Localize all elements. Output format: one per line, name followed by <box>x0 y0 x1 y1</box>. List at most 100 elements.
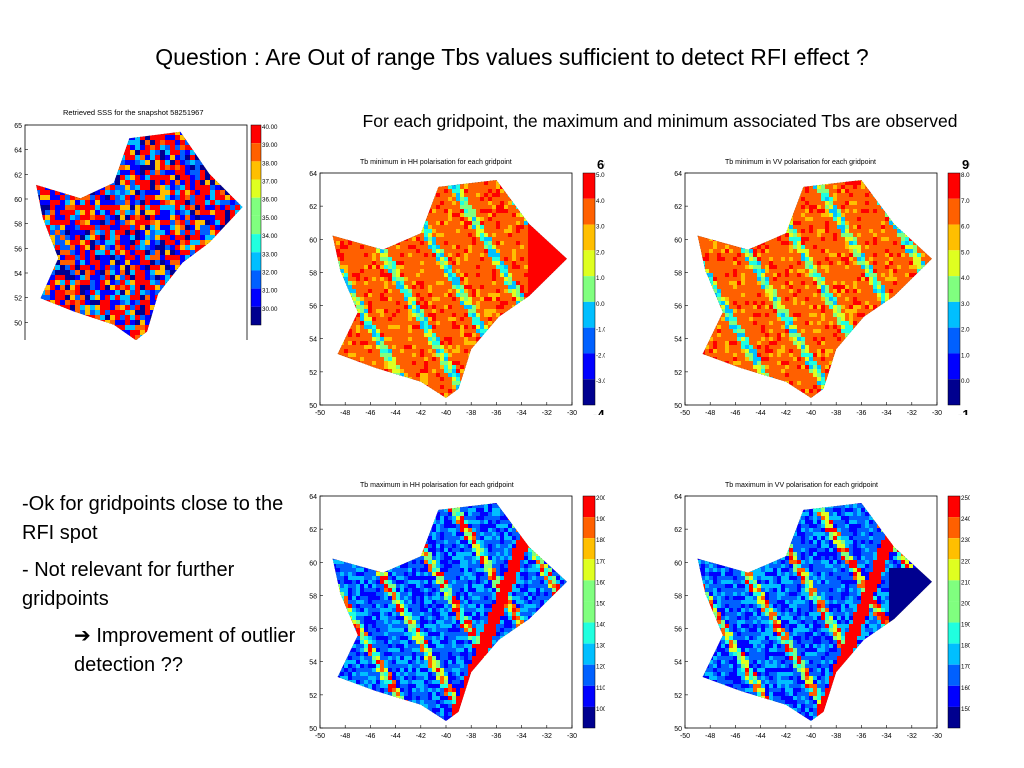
colorbar-segment <box>948 601 960 623</box>
colorbar-segment <box>948 664 960 686</box>
y-tick-label: 56 <box>309 627 317 634</box>
y-tick-label: 60 <box>674 237 682 244</box>
y-tick-label: 62 <box>674 204 682 211</box>
plot-title: Tb minimum in VV polarisation for each g… <box>725 159 876 166</box>
x-tick-label: -36 <box>856 733 866 740</box>
colorbar-segment <box>583 517 595 539</box>
colorbar-segment <box>251 288 261 307</box>
x-tick-label: -50 <box>680 410 690 415</box>
colorbar-label: 190.00 <box>961 622 970 629</box>
colorbar-label: 210.00 <box>961 579 970 586</box>
plot-title: Retrieved SSS for the snapshot 58251967 <box>63 108 204 117</box>
colorbar-label: 170.00 <box>961 664 970 671</box>
colorbar-segment <box>251 306 261 325</box>
colorbar-label: 5.0E+01 <box>961 249 970 256</box>
x-tick-label: -38 <box>466 733 476 740</box>
colorbar-label: 7.0E+01 <box>961 198 970 205</box>
x-tick-label: -38 <box>831 410 841 415</box>
panel-figure: Tb minimum in VV polarisation for each g… <box>674 157 970 415</box>
y-tick-label: 54 <box>674 660 682 667</box>
colorbar-segment <box>251 125 261 144</box>
x-tick-label: -40 <box>441 733 451 740</box>
y-tick-label: 52 <box>674 370 682 377</box>
colorbar-label: 38.00 <box>262 160 278 167</box>
x-tick-label: -34 <box>882 733 892 740</box>
y-tick-label: 50 <box>674 403 682 410</box>
colorbar-label: 4.0E+01 <box>596 198 605 205</box>
y-tick-label: 56 <box>14 246 22 253</box>
colorbar-segment <box>948 379 960 405</box>
colorbar-label: 5.0E+01 <box>596 172 605 179</box>
panel-figure: Tb minimum in HH polarisation for each g… <box>309 157 605 415</box>
x-tick-label: -48 <box>340 410 350 415</box>
x-tick-label: -48 <box>705 410 715 415</box>
colorbar-segment <box>583 622 595 644</box>
x-tick-label: -40 <box>806 410 816 415</box>
x-tick-label: -30 <box>932 410 942 415</box>
colorbar-label: -2.0E+01 <box>596 352 605 359</box>
colorbar-segment <box>583 580 595 602</box>
x-tick-label: -36 <box>491 733 501 740</box>
colorbar-frame <box>582 172 596 406</box>
colorbar-label: 230.00 <box>961 537 970 544</box>
right-arrow-icon: ➔ <box>74 625 91 647</box>
colorbar-max-label: 60 <box>597 157 605 172</box>
x-tick-label: -42 <box>416 733 426 740</box>
colorbar-label: 31.00 <box>262 288 278 295</box>
colorbar-segment <box>583 224 595 251</box>
colorbar-segment <box>583 173 595 199</box>
y-tick-label: 56 <box>674 627 682 634</box>
y-tick-label: 50 <box>309 403 317 410</box>
y-tick-label: 62 <box>309 527 317 534</box>
colorbar-segment <box>583 353 595 380</box>
colorbar-label: -3.0E+01 <box>596 378 605 385</box>
x-tick-label: -46 <box>365 410 375 415</box>
y-tick-label: 60 <box>309 560 317 567</box>
colorbar-segment <box>948 517 960 539</box>
x-tick-label: -46 <box>365 733 375 740</box>
colorbar-max-label: 90 <box>962 157 970 172</box>
colorbar-segment <box>583 496 595 518</box>
colorbar-label: 190.00 <box>596 516 605 523</box>
colorbar-segment <box>948 580 960 602</box>
colorbar-label: 250.00 <box>961 495 970 502</box>
slide-title: Question : Are Out of range Tbs values s… <box>155 44 869 70</box>
colorbar-label: 0.0E+00 <box>961 378 970 385</box>
y-tick-label: 58 <box>674 270 682 277</box>
colorbar-segment <box>583 706 595 728</box>
colorbar-segment <box>251 161 261 180</box>
colorbar-segment <box>948 559 960 581</box>
colorbar-segment <box>948 643 960 665</box>
y-tick-label: 60 <box>674 560 682 567</box>
y-tick-label: 62 <box>674 527 682 534</box>
colorbar-label: 0.0E+00 <box>596 301 605 308</box>
colorbar-label: 180.00 <box>596 537 605 544</box>
colorbar-segment <box>251 179 261 198</box>
y-tick-label: 62 <box>309 204 317 211</box>
note-further: - Not relevant for further gridpoints <box>22 559 235 610</box>
colorbar-label: 140.00 <box>596 622 605 629</box>
colorbar-segment <box>251 215 261 235</box>
colorbar-label: 30.00 <box>262 306 278 313</box>
colorbar-segment <box>948 622 960 644</box>
colorbar-label: 100.00 <box>596 706 605 713</box>
x-tick-label: -50 <box>680 733 690 740</box>
y-tick-label: 52 <box>14 296 22 303</box>
colorbar-label: 2.0E+01 <box>961 327 970 334</box>
colorbar-frame <box>947 495 961 729</box>
colorbar-segment <box>948 685 960 707</box>
x-tick-label: -50 <box>315 410 325 415</box>
panel-max-vv: Tb maximum in VV polarisation for each g… <box>665 478 970 743</box>
colorbar-frame <box>947 172 961 406</box>
x-tick-label: -44 <box>391 410 401 415</box>
y-tick-label: 62 <box>14 172 22 179</box>
colorbar-label: 130.00 <box>596 643 605 650</box>
x-tick-label: -36 <box>856 410 866 415</box>
y-tick-label: 56 <box>309 304 317 311</box>
colorbar-label: 39.00 <box>262 142 278 149</box>
y-tick-label: 64 <box>309 494 317 501</box>
x-tick-label: -34 <box>517 410 527 415</box>
x-tick-label: -48 <box>340 733 350 740</box>
colorbar-segment <box>583 276 595 302</box>
colorbar-segment <box>583 559 595 581</box>
